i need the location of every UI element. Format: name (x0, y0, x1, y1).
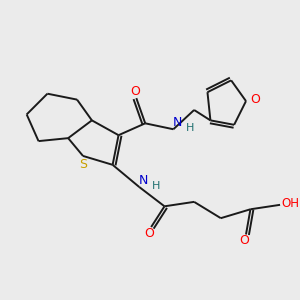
Text: H: H (152, 181, 160, 190)
Text: O: O (240, 235, 249, 248)
Text: S: S (79, 158, 87, 171)
Text: O: O (130, 85, 140, 98)
Text: N: N (173, 116, 182, 129)
Text: H: H (185, 123, 194, 133)
Text: O: O (250, 93, 260, 106)
Text: OH: OH (281, 197, 299, 210)
Text: N: N (139, 174, 148, 187)
Text: O: O (145, 227, 154, 240)
